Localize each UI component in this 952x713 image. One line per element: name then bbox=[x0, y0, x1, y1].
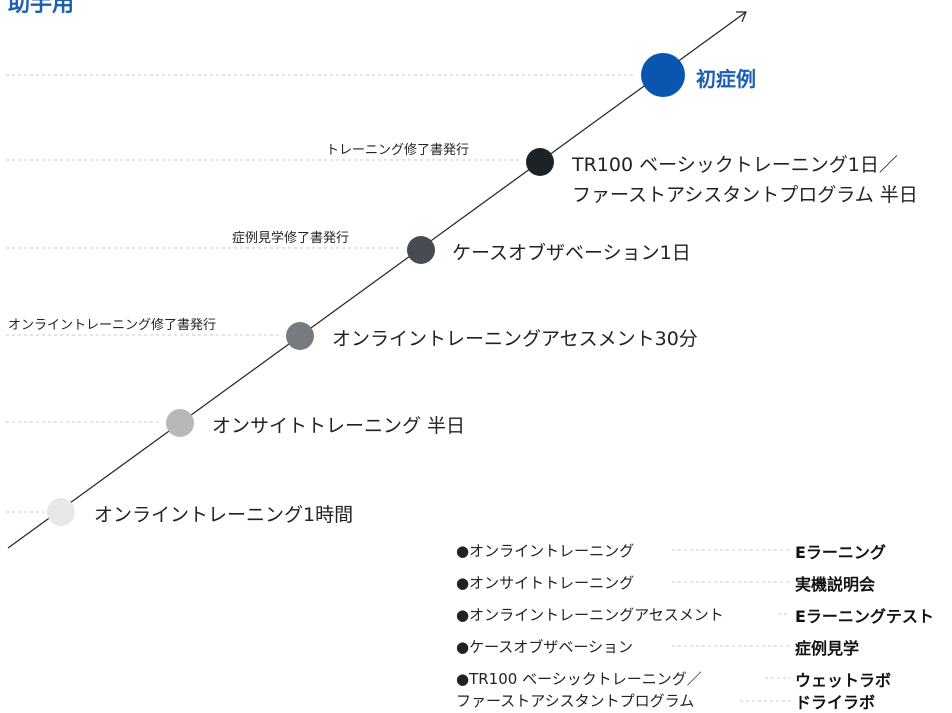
legend-right-5: ウェットラボ bbox=[795, 671, 892, 690]
legend-right-1: Eラーニング bbox=[795, 543, 886, 562]
step-label-5: オンサイトトレーニング 半日 bbox=[212, 415, 466, 437]
step-label-6: オンライントレーニング1時間 bbox=[94, 504, 354, 526]
legend-left-2: ●オンサイトトレーニング bbox=[456, 574, 635, 592]
step-circle-6 bbox=[47, 498, 75, 526]
step-circle-5 bbox=[166, 409, 194, 437]
step-circle-2 bbox=[526, 148, 554, 176]
progression-line bbox=[7, 11, 747, 549]
step-caption-4: オンライントレーニング修了書発行 bbox=[8, 318, 217, 333]
step-circle-3 bbox=[407, 236, 435, 264]
step-label-1: 初症例 bbox=[696, 67, 756, 91]
legend-left-4: ●ケースオブザベーション bbox=[456, 638, 634, 656]
arrow-head-icon bbox=[736, 11, 747, 23]
step-caption-3: 症例見学修了書発行 bbox=[232, 231, 350, 246]
legend-left-5: ●TR100 ベーシックトレーニング／ bbox=[456, 670, 702, 688]
step-label-3: ケースオブザベーション1日 bbox=[452, 242, 691, 264]
step-caption-2: トレーニング修了書発行 bbox=[326, 143, 470, 158]
legend-right-2: 実機説明会 bbox=[795, 575, 876, 594]
step-label-2-line1: TR100 ベーシックトレーニング1日／ bbox=[572, 154, 898, 176]
page-title: 助手用 bbox=[8, 0, 75, 17]
legend-right-6: ドライラボ bbox=[795, 693, 876, 712]
step-label-2-line2: ファーストアシスタントプログラム 半日 bbox=[572, 184, 918, 206]
legend-left-3: ●オンライントレーニングアセスメント bbox=[456, 606, 724, 624]
legend-right-4: 症例見学 bbox=[795, 639, 860, 658]
step-circle-1 bbox=[641, 53, 685, 97]
step-label-4: オンライントレーニングアセスメント30分 bbox=[332, 328, 698, 350]
step-circle-4 bbox=[286, 322, 314, 350]
legend-left-1: ●オンライントレーニング bbox=[456, 542, 635, 560]
legend-right-3: Eラーニングテスト bbox=[795, 607, 934, 626]
legend-left-6: ファーストアシスタントプログラム bbox=[456, 692, 695, 710]
